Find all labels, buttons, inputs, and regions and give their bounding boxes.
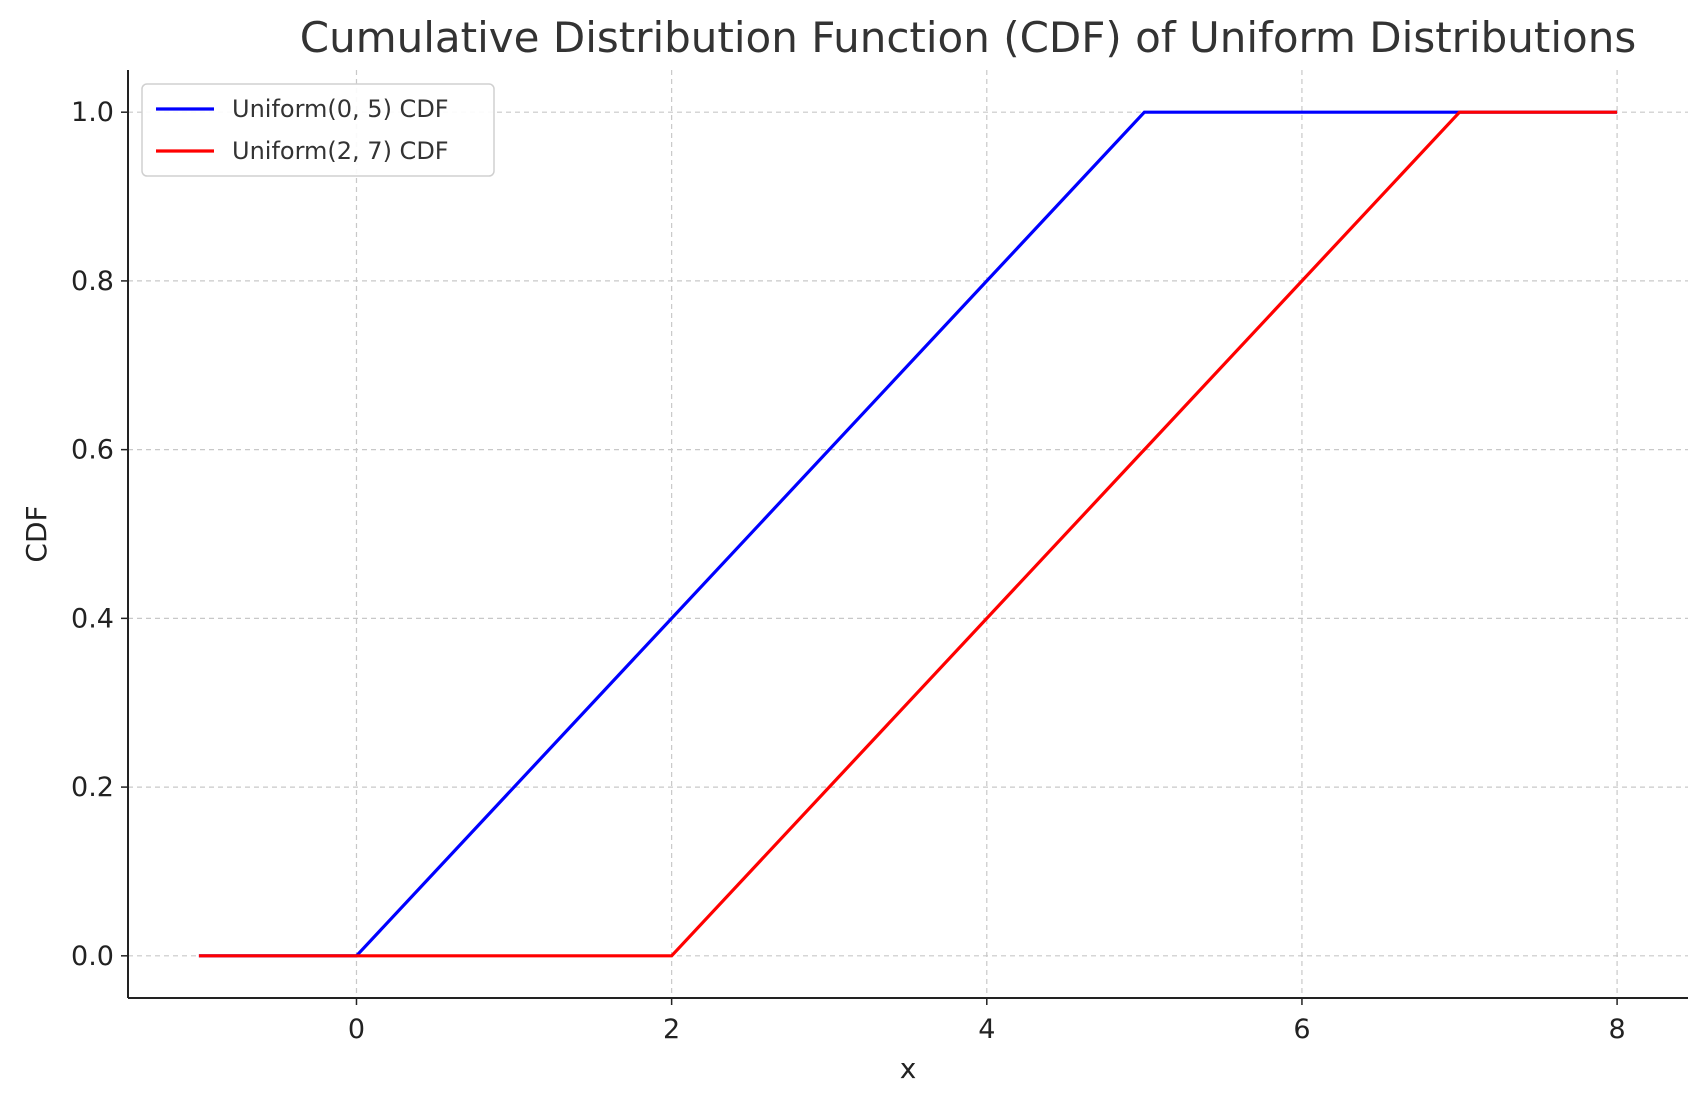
y-tick-label: 0.2 xyxy=(71,772,114,803)
x-tick-label: 0 xyxy=(348,1014,365,1045)
y-tick-label: 0.4 xyxy=(71,603,114,634)
y-tick-label: 0.8 xyxy=(71,266,114,297)
y-tick-label: 1.0 xyxy=(71,97,114,128)
legend-label-2: Uniform(2, 7) CDF xyxy=(232,137,449,165)
x-tick-label: 6 xyxy=(1293,1014,1310,1045)
y-tick-label: 0.0 xyxy=(71,941,114,972)
y-tick-label: 0.6 xyxy=(71,435,114,466)
legend-label-1: Uniform(0, 5) CDF xyxy=(232,95,449,123)
series-line-1 xyxy=(198,110,1618,958)
legend: Uniform(0, 5) CDF Uniform(2, 7) CDF xyxy=(141,83,495,177)
axis-ticks: 0 2 4 6 8 0.0 0.2 0.4 0.6 0.8 1.0 xyxy=(71,97,1626,1045)
x-tick-label: 8 xyxy=(1608,1014,1625,1045)
grid xyxy=(128,70,1688,998)
series-line-2 xyxy=(198,110,1618,958)
y-axis-title: CDF xyxy=(20,505,53,562)
x-tick-label: 2 xyxy=(663,1014,680,1045)
chart-title: Cumulative Distribution Function (CDF) o… xyxy=(300,13,1636,62)
x-axis-title: x xyxy=(900,1052,917,1085)
x-tick-label: 4 xyxy=(978,1014,995,1045)
legend-box xyxy=(141,83,495,177)
axes-spines xyxy=(127,70,1688,999)
series-lines xyxy=(198,110,1618,958)
